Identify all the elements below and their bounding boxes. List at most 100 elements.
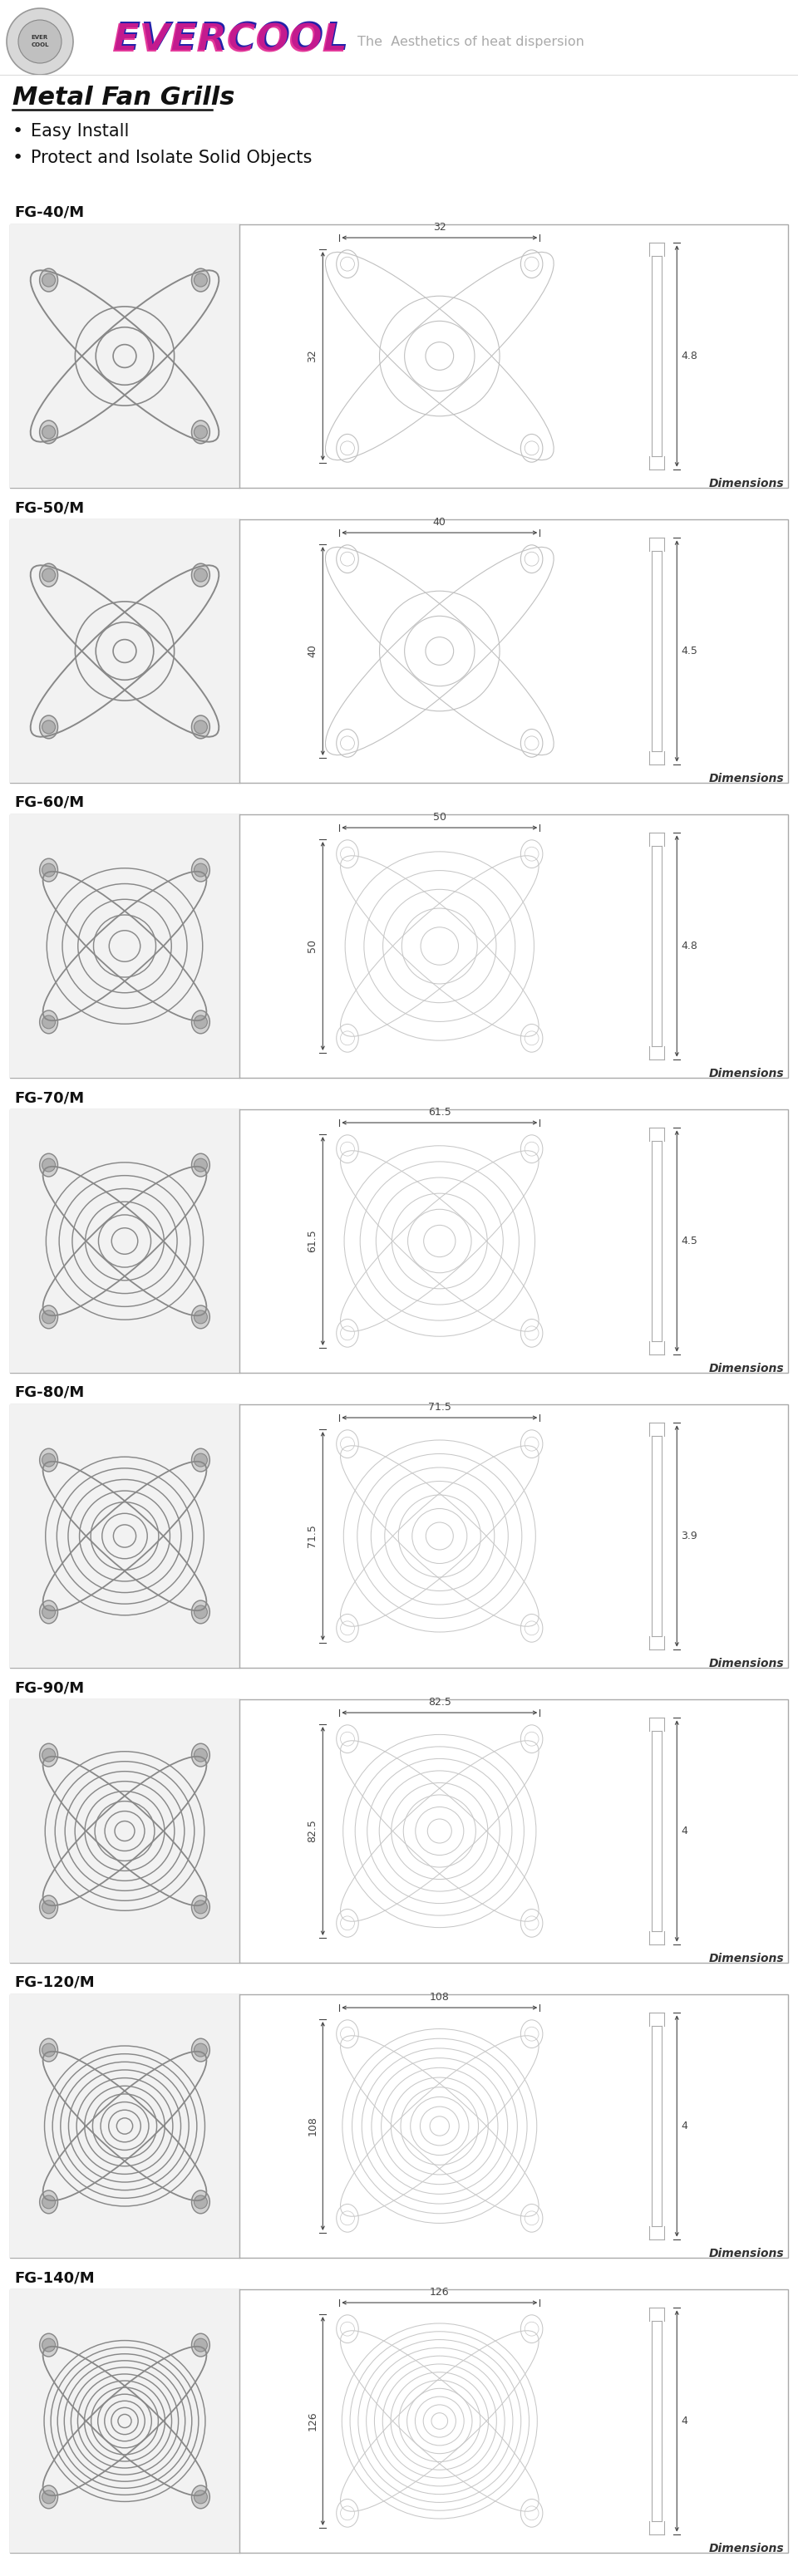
Bar (10, 520, 788, 783)
Bar (10, 1110, 239, 1373)
Text: 4: 4 (681, 1826, 688, 1837)
Ellipse shape (192, 2190, 210, 2213)
Bar (10, 1994, 239, 2257)
Circle shape (194, 273, 207, 286)
Text: EVERCOOL: EVERCOOL (114, 21, 349, 59)
Ellipse shape (192, 2486, 210, 2509)
Text: Dimensions: Dimensions (709, 1659, 784, 1669)
Circle shape (42, 1901, 55, 1914)
Circle shape (42, 1605, 55, 1618)
Bar (10, 814, 788, 1077)
Circle shape (6, 8, 73, 75)
Circle shape (42, 1311, 55, 1324)
Ellipse shape (40, 858, 57, 881)
Text: 4: 4 (681, 2120, 688, 2130)
Text: 40: 40 (433, 518, 446, 528)
Circle shape (42, 569, 55, 582)
Text: 4.8: 4.8 (681, 350, 697, 361)
Text: 50: 50 (433, 811, 446, 822)
Ellipse shape (192, 2038, 210, 2061)
Ellipse shape (192, 1600, 210, 1623)
Ellipse shape (192, 2334, 210, 2357)
Circle shape (42, 1453, 55, 1466)
Bar (10, 224, 788, 487)
Text: 4: 4 (681, 2416, 688, 2427)
Text: 126: 126 (307, 2411, 318, 2432)
Ellipse shape (192, 1896, 210, 1919)
Text: The  Aesthetics of heat dispersion: The Aesthetics of heat dispersion (358, 36, 584, 49)
Ellipse shape (40, 1306, 57, 1329)
Ellipse shape (40, 2486, 57, 2509)
Circle shape (194, 1901, 207, 1914)
Ellipse shape (192, 1448, 210, 1471)
Text: Dimensions: Dimensions (709, 2543, 784, 2555)
Ellipse shape (192, 1744, 210, 1767)
Ellipse shape (192, 716, 210, 739)
Ellipse shape (40, 1896, 57, 1919)
Circle shape (42, 721, 55, 734)
Ellipse shape (40, 2190, 57, 2213)
Ellipse shape (40, 1154, 57, 1177)
Text: 32: 32 (307, 350, 318, 363)
Circle shape (194, 1749, 207, 1762)
Bar (10, 1994, 788, 2257)
Text: Dimensions: Dimensions (709, 1363, 784, 1376)
Bar (10, 1110, 788, 1373)
Bar (10, 1404, 239, 1667)
Text: Dimensions: Dimensions (709, 2249, 784, 2259)
Bar (10, 1404, 788, 1667)
Ellipse shape (40, 716, 57, 739)
Text: 4.5: 4.5 (681, 1236, 697, 1247)
Circle shape (42, 2195, 55, 2208)
Circle shape (42, 1749, 55, 1762)
Circle shape (42, 425, 55, 438)
Circle shape (194, 2043, 207, 2056)
Circle shape (194, 1453, 207, 1466)
Text: FG-40/M: FG-40/M (14, 206, 84, 219)
Bar (10, 224, 239, 487)
Bar (10, 2290, 239, 2553)
Text: EVERCOOL: EVERCOOL (113, 23, 347, 59)
Ellipse shape (192, 1306, 210, 1329)
Ellipse shape (192, 420, 210, 443)
Text: 32: 32 (433, 222, 446, 232)
Text: 108: 108 (429, 1991, 449, 2002)
Circle shape (42, 1159, 55, 1172)
Circle shape (194, 569, 207, 582)
Bar (10, 1700, 239, 1963)
Text: Dimensions: Dimensions (709, 773, 784, 786)
Ellipse shape (40, 1448, 57, 1471)
Text: Dimensions: Dimensions (709, 477, 784, 489)
Text: FG-60/M: FG-60/M (14, 796, 84, 811)
Ellipse shape (192, 1154, 210, 1177)
Text: 61.5: 61.5 (428, 1108, 451, 1118)
Circle shape (194, 863, 207, 876)
Ellipse shape (40, 2334, 57, 2357)
Text: 4.8: 4.8 (681, 940, 697, 951)
Ellipse shape (192, 268, 210, 291)
Text: 50: 50 (307, 940, 318, 953)
Text: 71.5: 71.5 (307, 1525, 318, 1548)
Bar (10, 2290, 788, 2553)
Ellipse shape (40, 1744, 57, 1767)
Text: Metal Fan Grills: Metal Fan Grills (13, 85, 235, 111)
Circle shape (42, 2043, 55, 2056)
Text: 82.5: 82.5 (307, 1819, 318, 1842)
Ellipse shape (40, 268, 57, 291)
Text: 126: 126 (430, 2287, 449, 2298)
Circle shape (194, 1605, 207, 1618)
Text: Protect and Isolate Solid Objects: Protect and Isolate Solid Objects (31, 149, 312, 167)
Ellipse shape (40, 564, 57, 587)
Text: •: • (13, 124, 23, 139)
Bar (10, 814, 239, 1077)
Text: FG-80/M: FG-80/M (14, 1386, 84, 1401)
Circle shape (194, 425, 207, 438)
Bar (10, 520, 239, 783)
Text: 82.5: 82.5 (428, 1698, 451, 1708)
Text: FG-70/M: FG-70/M (14, 1090, 84, 1105)
Text: 3.9: 3.9 (681, 1530, 697, 1540)
Circle shape (18, 21, 61, 64)
Circle shape (194, 2491, 207, 2504)
Text: FG-90/M: FG-90/M (14, 1680, 84, 1695)
Text: 40: 40 (307, 644, 318, 657)
